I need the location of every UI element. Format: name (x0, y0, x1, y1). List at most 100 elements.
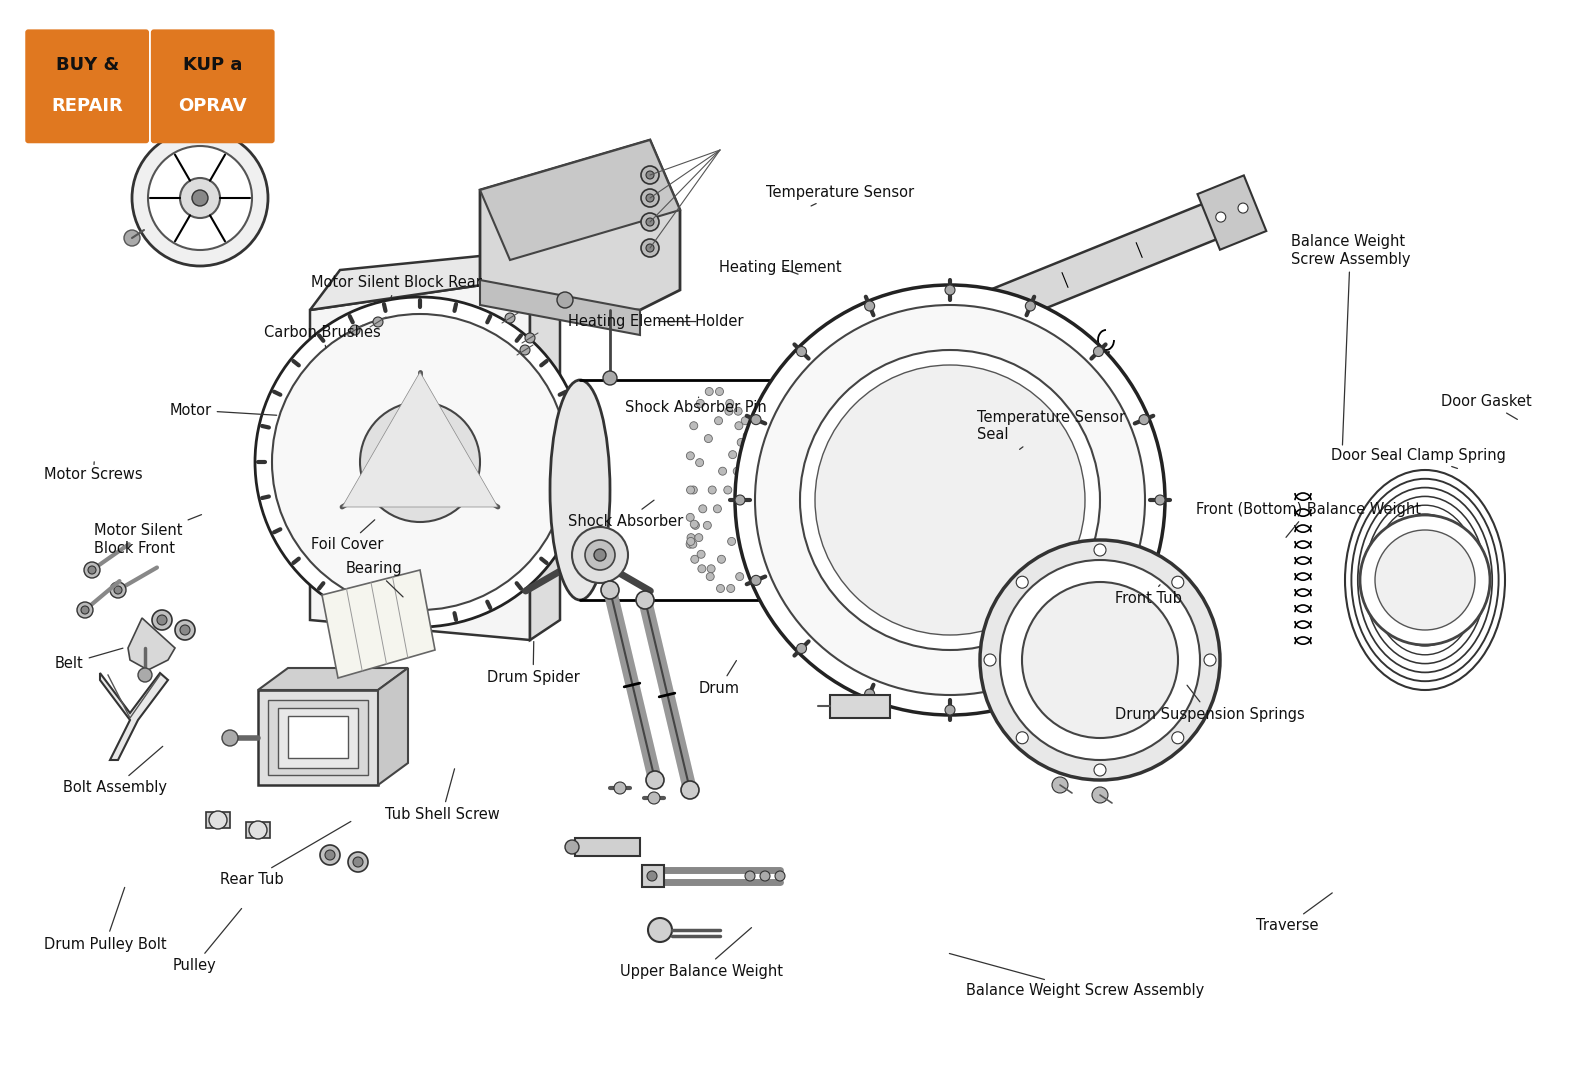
Circle shape (750, 414, 761, 425)
Circle shape (641, 189, 659, 207)
Circle shape (174, 620, 195, 640)
Text: Bearing: Bearing (345, 561, 403, 597)
Circle shape (250, 821, 267, 839)
Circle shape (697, 564, 706, 573)
Circle shape (1093, 346, 1104, 356)
Circle shape (1171, 576, 1184, 588)
Text: Tub Shell Screw: Tub Shell Screw (385, 768, 499, 822)
Circle shape (360, 402, 480, 522)
Circle shape (1215, 213, 1226, 222)
Circle shape (686, 514, 694, 521)
Circle shape (1025, 301, 1035, 311)
Circle shape (645, 170, 655, 179)
Circle shape (601, 581, 619, 599)
Text: Motor Silent Block Rear: Motor Silent Block Rear (311, 275, 482, 300)
Text: Rear Tub: Rear Tub (220, 821, 350, 887)
Bar (287, 716, 349, 759)
FancyBboxPatch shape (151, 29, 275, 144)
Circle shape (1022, 582, 1178, 738)
Circle shape (686, 541, 694, 548)
Circle shape (713, 505, 721, 513)
Circle shape (741, 451, 749, 459)
Circle shape (743, 550, 750, 558)
Circle shape (706, 564, 714, 573)
Circle shape (706, 573, 714, 581)
Circle shape (865, 689, 874, 699)
Circle shape (689, 541, 697, 548)
Polygon shape (342, 372, 498, 507)
Circle shape (750, 575, 761, 586)
Circle shape (636, 591, 655, 609)
Polygon shape (309, 248, 560, 310)
Text: Carbon Brushes: Carbon Brushes (264, 325, 380, 347)
Circle shape (796, 643, 807, 654)
Circle shape (124, 230, 140, 246)
Text: Pulley: Pulley (173, 909, 242, 973)
Circle shape (578, 545, 598, 565)
Text: Drum Spider: Drum Spider (487, 642, 579, 685)
Polygon shape (246, 822, 270, 838)
Circle shape (738, 438, 746, 447)
Circle shape (733, 467, 741, 475)
Circle shape (254, 297, 586, 627)
Circle shape (727, 585, 735, 592)
Circle shape (641, 213, 659, 231)
Polygon shape (322, 570, 435, 678)
Circle shape (641, 166, 659, 185)
Circle shape (1204, 654, 1217, 666)
Circle shape (1360, 515, 1490, 645)
Circle shape (696, 459, 703, 466)
Text: Foil Cover: Foil Cover (311, 520, 383, 552)
Circle shape (645, 194, 655, 202)
Text: Shock Absorber Pin: Shock Absorber Pin (625, 397, 766, 415)
Polygon shape (480, 279, 641, 334)
Circle shape (1094, 764, 1105, 776)
Bar (575, 838, 641, 856)
Circle shape (945, 705, 955, 715)
Circle shape (272, 314, 568, 610)
Circle shape (728, 451, 736, 459)
Circle shape (524, 333, 535, 343)
FancyBboxPatch shape (25, 29, 149, 144)
Circle shape (719, 467, 727, 475)
Circle shape (735, 495, 746, 505)
Circle shape (882, 347, 892, 357)
Circle shape (148, 146, 253, 250)
Circle shape (567, 533, 611, 577)
Circle shape (138, 668, 152, 682)
Text: Heating Element Holder: Heating Element Holder (568, 314, 744, 329)
Polygon shape (100, 673, 168, 760)
Circle shape (741, 452, 750, 460)
Circle shape (349, 852, 367, 872)
Circle shape (697, 550, 705, 558)
Circle shape (746, 871, 755, 880)
Circle shape (984, 654, 995, 666)
Circle shape (85, 562, 100, 578)
Circle shape (181, 625, 190, 636)
Circle shape (688, 534, 696, 542)
Circle shape (735, 285, 1165, 715)
Circle shape (686, 537, 696, 545)
Circle shape (1094, 544, 1105, 556)
Circle shape (716, 585, 724, 592)
Circle shape (350, 325, 360, 334)
Circle shape (945, 285, 955, 295)
Text: Door Gasket: Door Gasket (1441, 394, 1532, 420)
Text: Balance Weight
Screw Assembly: Balance Weight Screw Assembly (1291, 234, 1410, 445)
Polygon shape (480, 140, 680, 260)
Circle shape (727, 537, 736, 545)
Circle shape (1138, 575, 1149, 586)
Circle shape (181, 178, 220, 218)
Circle shape (724, 486, 732, 494)
Circle shape (743, 432, 750, 440)
Circle shape (708, 486, 716, 494)
Text: Motor: Motor (170, 402, 276, 418)
Circle shape (192, 190, 207, 206)
Text: Motor Screws: Motor Screws (44, 462, 143, 482)
Circle shape (115, 586, 122, 595)
Circle shape (746, 486, 754, 494)
Circle shape (741, 416, 749, 425)
Circle shape (221, 730, 239, 746)
Circle shape (410, 452, 430, 472)
Circle shape (796, 346, 807, 356)
